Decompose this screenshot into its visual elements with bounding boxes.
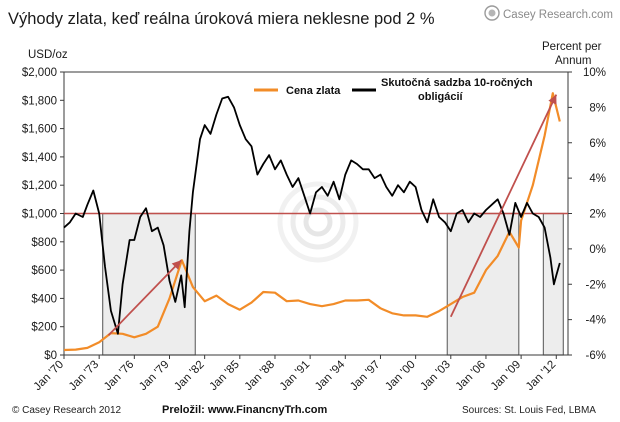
chart-title: Výhody zlata, keď reálna úroková miera n… [8, 10, 435, 28]
left-axis-label: USD/oz [28, 49, 68, 61]
legend-label-gold: Cena zlata [286, 85, 341, 97]
trend-arrow-line-1 [449, 94, 558, 318]
right-axis-label: Percent per Annum [542, 41, 602, 67]
casey-research-logo: Casey Research.com [484, 5, 613, 21]
legend: Cena zlata Skutočná sadzba 10-ročných ob… [254, 77, 533, 103]
left-tick-label-7: $1,400 [22, 152, 57, 164]
footer-copyright: © Casey Research 2012 [12, 405, 122, 416]
left-tick-label-0: $0 [44, 350, 57, 362]
right-tick-label-8: 10% [583, 67, 606, 79]
logo-emblem-core [488, 9, 496, 17]
watermark-logo [277, 181, 359, 263]
logo-text: Casey Research.com [503, 9, 613, 21]
right-tick-label-3: 0% [589, 244, 606, 256]
trend-arrow-head-1 [548, 94, 557, 105]
left-axis-ticks: $0 $200 $400 $600 $800 $1,000 $1,200 $1,400 $1,6… [22, 67, 64, 362]
right-tick-label-4: 2% [589, 209, 606, 221]
right-tick-label-6: 6% [589, 138, 606, 150]
left-tick-label-4: $800 [31, 237, 57, 249]
footer-translator: Preložil: www.FinancnyTrh.com [162, 404, 327, 416]
left-tick-label-10: $2,000 [22, 67, 57, 79]
left-tick-label-2: $400 [31, 293, 57, 305]
trend-arrow-head-0 [171, 260, 182, 270]
right-axis-label-line2: Annum [555, 55, 591, 67]
right-tick-label-7: 8% [589, 102, 606, 114]
right-tick-label-5: 4% [589, 173, 606, 185]
trend-arrows [107, 94, 558, 336]
legend-label-bond-line1: Skutočná sadzba 10-ročných [381, 77, 533, 89]
right-tick-label-2: -2% [586, 279, 606, 291]
trend-arrow-line-0 [107, 259, 182, 336]
right-tick-label-1: -4% [586, 315, 606, 327]
legend-label-bond-line2: obligácií [418, 91, 464, 103]
left-tick-label-3: $600 [31, 265, 57, 277]
series-line-0 [63, 92, 561, 352]
left-tick-label-8: $1,600 [22, 124, 57, 136]
series-layer [63, 92, 561, 352]
right-axis-label-line1: Percent per [542, 41, 602, 53]
left-tick-label-1: $200 [31, 322, 57, 334]
left-tick-label-6: $1,200 [22, 180, 57, 192]
logo-emblem-icon [484, 5, 500, 21]
footer-sources: Sources: St. Louis Fed, LBMA [462, 405, 596, 416]
right-axis-ticks: -6% -4% -2% 0% 2% 4% 6% 8% 10% [568, 67, 606, 362]
series-line-1 [63, 95, 561, 335]
left-tick-label-5: $1,000 [22, 209, 57, 221]
left-tick-label-9: $1,800 [22, 95, 57, 107]
right-tick-label-0: -6% [586, 350, 606, 362]
